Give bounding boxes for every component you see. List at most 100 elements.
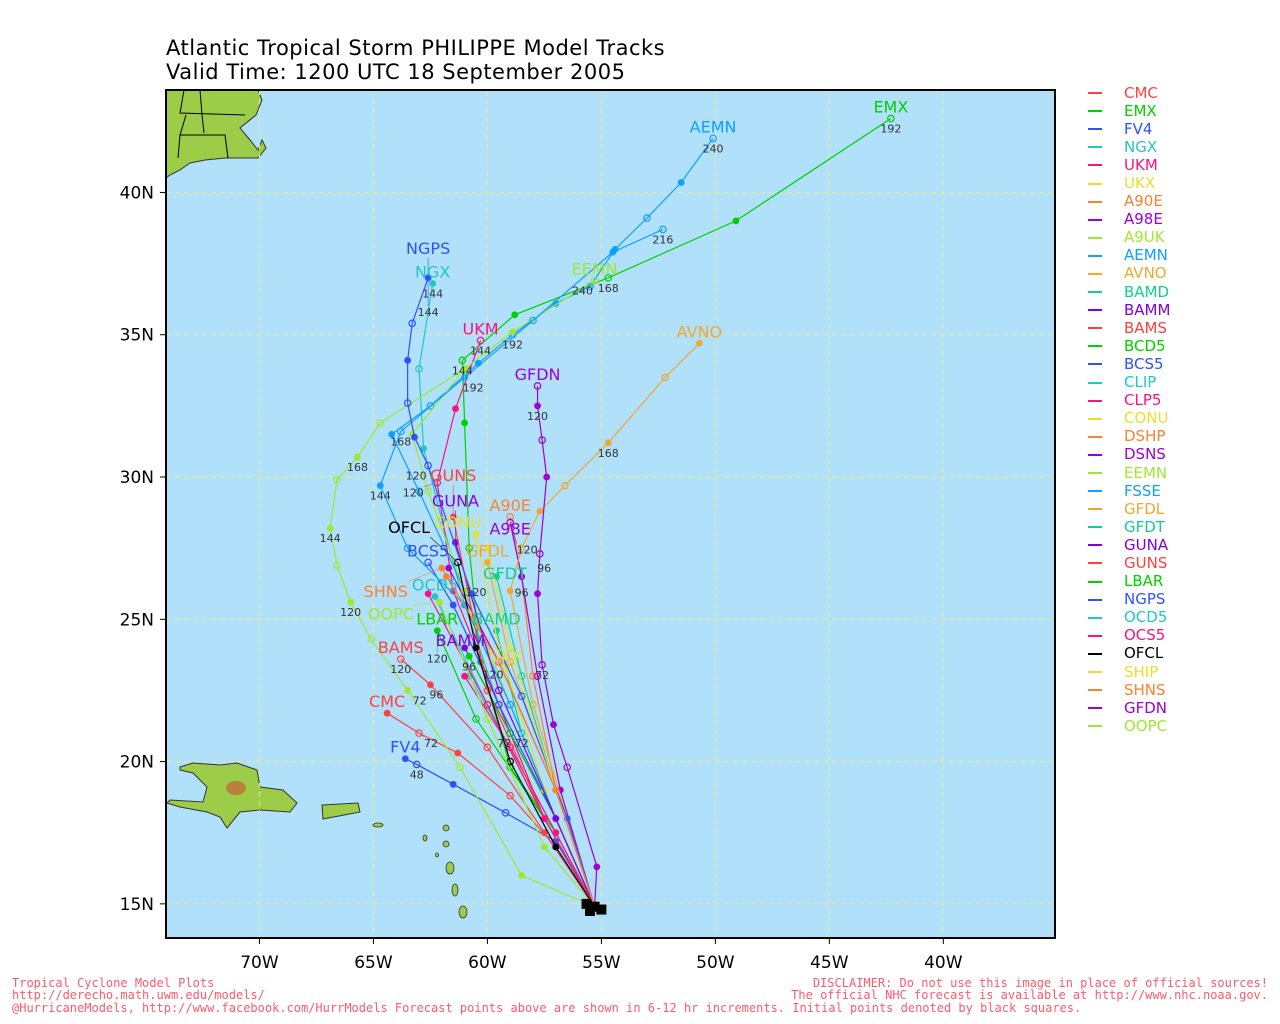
legend-item-emx: EMX bbox=[1088, 102, 1170, 120]
forecast-point bbox=[511, 311, 519, 319]
forecast-point bbox=[643, 214, 651, 222]
legend-item-guns: GUNS bbox=[1088, 554, 1170, 572]
legend-swatch bbox=[1088, 254, 1102, 257]
legend-label: CLIP bbox=[1124, 373, 1157, 392]
legend-label: OOPC bbox=[1124, 716, 1168, 735]
forecast-hour-label: 96 bbox=[537, 562, 551, 575]
track-end-label: AEMN bbox=[690, 117, 737, 136]
legend-item-bamd: BAMD bbox=[1088, 283, 1170, 301]
model-tracks bbox=[326, 114, 895, 916]
forecast-point bbox=[449, 601, 457, 609]
forecast-point bbox=[732, 217, 740, 225]
track-line bbox=[405, 758, 596, 908]
initial-position-square bbox=[584, 905, 595, 916]
axis-ticks: 70W 65W 60W 55W 50W 45W 40W 15N 20N 25N 30N 35N 40N bbox=[120, 183, 963, 973]
forecast-point bbox=[396, 427, 405, 436]
footer-site-url[interactable]: http://derecho.math.uwm.edu/models/ bbox=[12, 988, 265, 1002]
forecast-hour-label: 144 bbox=[418, 306, 439, 319]
forecast-point bbox=[538, 661, 546, 669]
label-leader-line bbox=[475, 647, 483, 669]
track-ofcl bbox=[453, 558, 596, 908]
legend-label: SHNS bbox=[1124, 680, 1166, 699]
y-tick-label: 40N bbox=[120, 183, 154, 203]
forecast-point bbox=[461, 644, 469, 652]
footer-left: Tropical Cyclone Model Plots http://dere… bbox=[12, 977, 265, 1001]
forecast-point bbox=[495, 700, 503, 709]
forecast-hour-label: 168 bbox=[347, 461, 368, 474]
forecast-hour-label: 192 bbox=[880, 122, 901, 135]
forecast-point bbox=[518, 871, 525, 879]
track-line bbox=[509, 342, 700, 907]
forecast-point bbox=[415, 487, 423, 496]
forecast-hour-label: 144 bbox=[470, 344, 491, 357]
legend-label: OFCL bbox=[1124, 644, 1164, 663]
legend-label: CONU bbox=[1124, 409, 1169, 428]
x-tick-label: 45W bbox=[810, 953, 849, 973]
forecast-point bbox=[404, 356, 412, 364]
forecast-point bbox=[429, 280, 437, 287]
legend-swatch bbox=[1088, 381, 1102, 384]
chart-subtitle: Valid Time: 1200 UTC 18 September 2005 bbox=[166, 60, 626, 84]
legend-swatch bbox=[1088, 598, 1102, 601]
hispaniola bbox=[166, 762, 298, 829]
legend-item-ukm: UKM bbox=[1088, 156, 1170, 174]
forecast-point bbox=[536, 507, 544, 515]
legend-item-ocs5: OCS5 bbox=[1088, 627, 1170, 645]
chart-title: Atlantic Tropical Storm PHILIPPE Model T… bbox=[166, 36, 666, 60]
forecast-hour-label: 120 bbox=[527, 410, 548, 423]
legend-label: NGX bbox=[1124, 137, 1158, 156]
legend-swatch bbox=[1088, 508, 1102, 511]
legend-item-ukx: UKX bbox=[1088, 174, 1170, 192]
label-leader-line bbox=[413, 601, 440, 605]
legend-label: GFDL bbox=[1124, 499, 1165, 518]
track-fv4 bbox=[401, 755, 596, 908]
legend-swatch bbox=[1088, 399, 1102, 402]
legend-swatch bbox=[1088, 490, 1102, 493]
track-line bbox=[329, 368, 595, 908]
legend-label: DSNS bbox=[1124, 445, 1166, 464]
forecast-point bbox=[533, 672, 542, 681]
legend-swatch bbox=[1088, 291, 1102, 294]
forecast-hour-label: 96 bbox=[462, 660, 476, 673]
forecast-point bbox=[561, 481, 569, 490]
legend-item-bams: BAMS bbox=[1088, 319, 1170, 337]
hispaniola-mountains bbox=[226, 781, 246, 795]
legend-label: SHIP bbox=[1124, 662, 1159, 681]
forecast-point bbox=[506, 700, 515, 709]
forecast-hour-label: 120 bbox=[517, 544, 538, 557]
forecast-point bbox=[484, 544, 491, 552]
legend-label: LBAR bbox=[1124, 572, 1164, 591]
track-line bbox=[454, 542, 596, 907]
forecast-point bbox=[445, 564, 453, 572]
state-borders bbox=[179, 90, 246, 116]
forecast-point bbox=[483, 743, 492, 752]
forecast-point bbox=[426, 402, 435, 410]
legend-item-eemn: EEMN bbox=[1088, 464, 1170, 482]
legend: CMC EMX FV4 NGX UKM UKX A90E A98E A9UK AEMN AVNO BA… bbox=[1088, 84, 1170, 735]
forecast-point bbox=[540, 829, 548, 837]
legend-item-shns: SHNS bbox=[1088, 681, 1170, 699]
state-border bbox=[199, 90, 205, 134]
track-end-label: GUNS bbox=[430, 466, 476, 485]
forecast-hour-label: 72 bbox=[515, 737, 529, 750]
forecast-point bbox=[483, 715, 492, 723]
label-leader-line bbox=[407, 690, 413, 695]
legend-label: CLP5 bbox=[1124, 391, 1162, 410]
forecast-hour-label: 120 bbox=[466, 586, 487, 599]
forecast-point bbox=[403, 399, 412, 407]
track-end-label: A98E bbox=[489, 520, 530, 539]
forecast-point bbox=[412, 760, 421, 769]
legend-item-gfdn: GFDN bbox=[1088, 699, 1170, 717]
forecast-point bbox=[590, 276, 599, 285]
track-line bbox=[427, 593, 596, 907]
forecast-point bbox=[408, 319, 416, 328]
forecast-point bbox=[454, 749, 462, 757]
forecast-point bbox=[411, 433, 418, 441]
forecast-point bbox=[427, 681, 434, 689]
legend-item-fsse: FSSE bbox=[1088, 482, 1170, 500]
forecast-point bbox=[677, 179, 685, 186]
track-bams bbox=[396, 655, 596, 908]
footer-right: DISCLAIMER: Do not use this image in pla… bbox=[791, 977, 1268, 1001]
track-end-label: OFCL bbox=[388, 518, 430, 537]
track-end-label: UKX bbox=[489, 647, 522, 666]
